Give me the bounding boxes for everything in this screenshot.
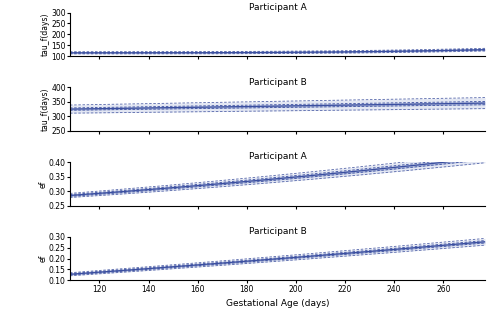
Y-axis label: tau_f(days): tau_f(days) [41,13,50,56]
Y-axis label: ef: ef [38,255,48,262]
Title: Participant A: Participant A [248,3,306,12]
Title: Participant A: Participant A [248,152,306,161]
Title: Participant B: Participant B [248,77,306,87]
Y-axis label: tau_f(days): tau_f(days) [41,87,50,131]
Title: Participant B: Participant B [248,227,306,236]
Y-axis label: ef: ef [38,180,48,187]
X-axis label: Gestational Age (days): Gestational Age (days) [226,299,329,308]
